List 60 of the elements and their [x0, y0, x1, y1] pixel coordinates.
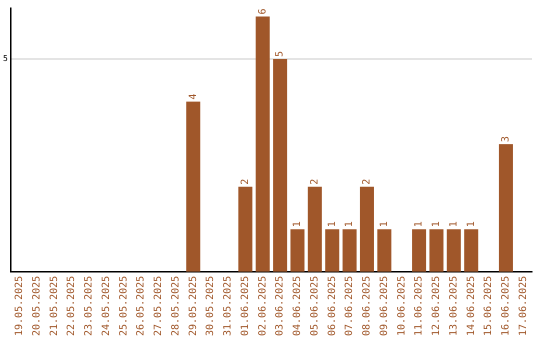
x-tick-label: 25.05.2025: [118, 276, 130, 336]
bar: [186, 102, 200, 272]
x-tick-label: 10.06.2025: [396, 276, 408, 336]
data-label: 1: [326, 221, 338, 228]
data-label: 3: [500, 136, 512, 142]
x-tick-label: 06.06.2025: [326, 276, 338, 336]
x-tick-label: 29.05.2025: [188, 276, 199, 336]
x-tick-label: 12.06.2025: [431, 276, 442, 336]
x-tick-label: 19.05.2025: [14, 276, 26, 336]
x-tick-label: 02.06.2025: [257, 276, 268, 336]
data-label: 1: [414, 221, 425, 228]
bar: [498, 144, 513, 272]
x-tick-label: 22.05.2025: [66, 276, 78, 336]
x-tick-label: 14.06.2025: [466, 276, 477, 336]
x-tick-label: 27.05.2025: [153, 276, 164, 336]
x-tick-label: 08.06.2025: [362, 276, 373, 336]
data-label: 1: [466, 221, 477, 228]
bar: [290, 229, 304, 272]
bar: [238, 186, 252, 272]
data-label: 2: [240, 178, 251, 185]
data-label: 4: [188, 94, 199, 100]
data-label: 1: [378, 221, 390, 228]
x-tick-label: 04.06.2025: [292, 276, 304, 336]
bar: [342, 229, 357, 272]
bar: [325, 229, 340, 272]
data-label: 1: [292, 221, 304, 228]
data-label: 2: [362, 178, 373, 185]
bar: [412, 229, 426, 272]
data-label: 1: [448, 221, 460, 228]
x-tick-label: 21.05.2025: [48, 276, 60, 336]
x-tick-label: 16.06.2025: [500, 276, 512, 336]
x-tick-label: 11.06.2025: [414, 276, 425, 336]
data-label: 1: [431, 221, 442, 228]
bar: [446, 229, 461, 272]
x-tick-label: 20.05.2025: [31, 276, 42, 336]
x-tick-label: 31.05.2025: [222, 276, 234, 336]
data-label: 2: [309, 178, 320, 185]
bar: [429, 229, 444, 272]
x-tick-label: 15.06.2025: [483, 276, 494, 336]
bar: [308, 186, 322, 272]
x-tick-label: 17.06.2025: [518, 276, 529, 336]
x-tick-label: 01.06.2025: [240, 276, 251, 336]
bar: [464, 229, 478, 272]
x-tick-label: 07.06.2025: [344, 276, 356, 336]
x-tick-label: 13.06.2025: [448, 276, 460, 336]
data-label: 5: [274, 51, 286, 58]
bar: [360, 186, 374, 272]
x-tick-label: 23.05.2025: [84, 276, 95, 336]
data-label: 1: [344, 221, 356, 228]
data-label: 6: [257, 8, 268, 15]
x-tick-label: 30.05.2025: [205, 276, 216, 336]
x-tick-label: 03.06.2025: [274, 276, 286, 336]
x-tick-label: 09.06.2025: [378, 276, 390, 336]
bar: [377, 229, 392, 272]
x-tick-label: 05.06.2025: [309, 276, 320, 336]
x-tick-label: 28.05.2025: [170, 276, 182, 336]
x-tick-label: 26.05.2025: [136, 276, 147, 336]
bar: [273, 59, 288, 272]
x-tick-label: 24.05.2025: [100, 276, 112, 336]
bar: [256, 16, 270, 272]
